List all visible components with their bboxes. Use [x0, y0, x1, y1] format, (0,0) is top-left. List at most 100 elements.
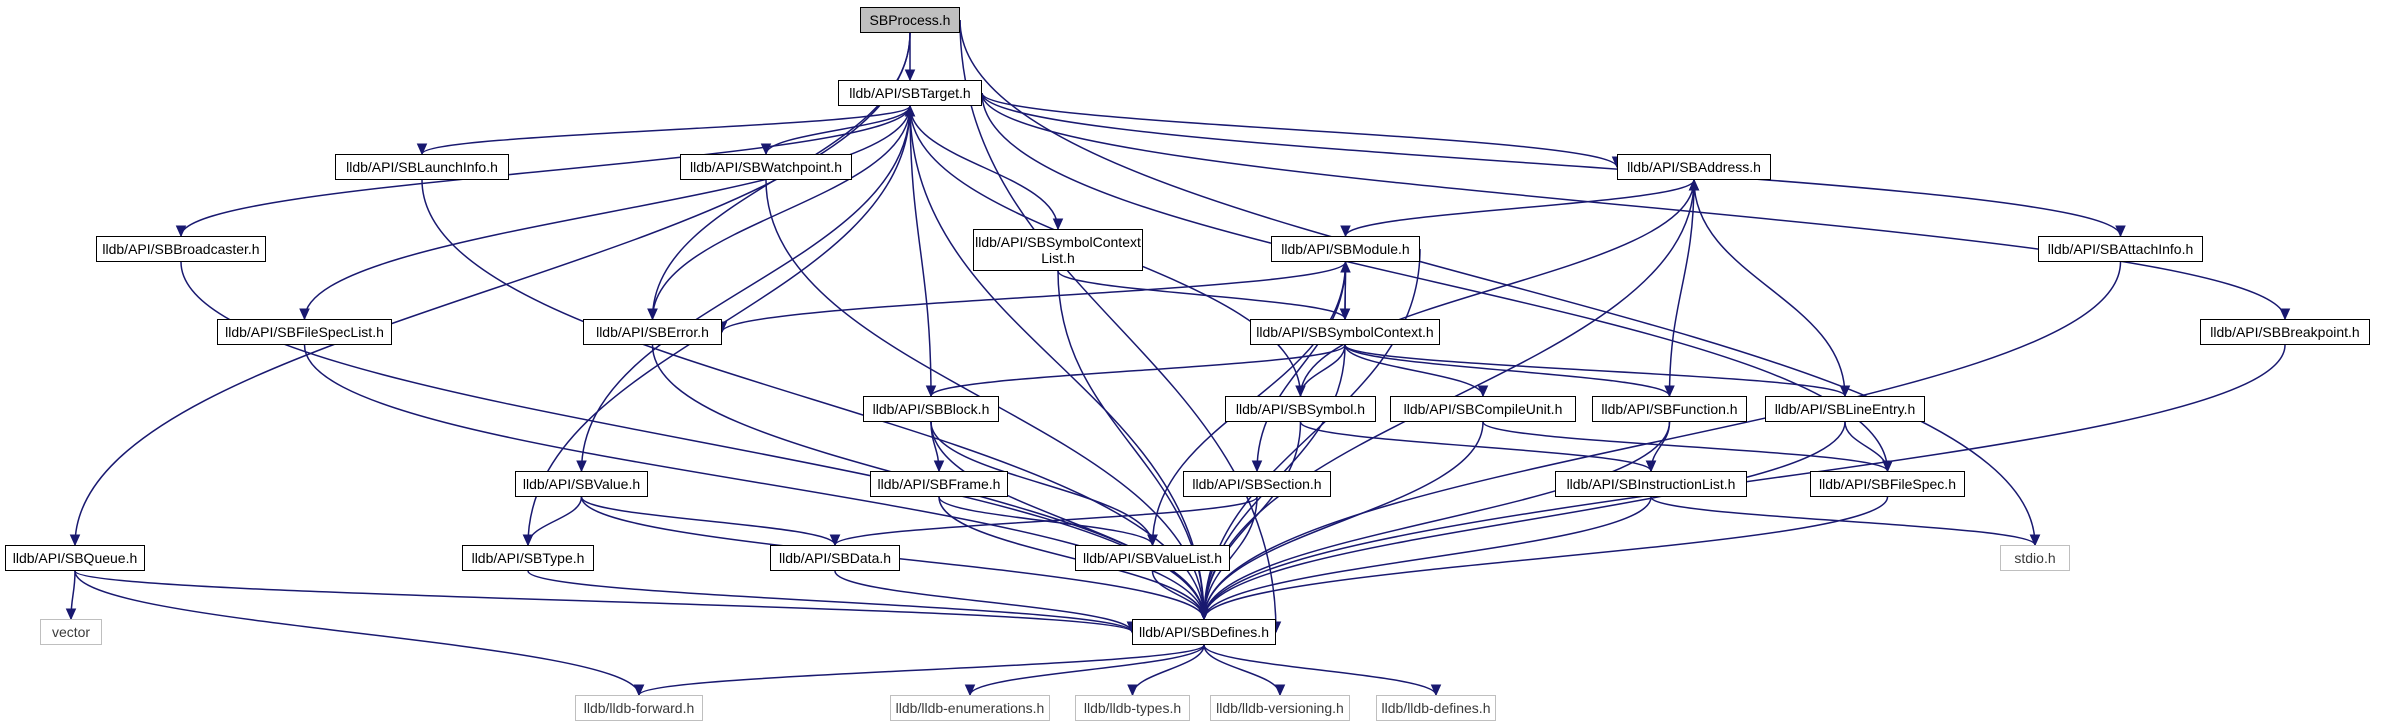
- node-sbdata-h[interactable]: lldb/API/SBData.h: [770, 545, 900, 571]
- node-sbqueue-h[interactable]: lldb/API/SBQueue.h: [5, 545, 145, 571]
- edge-sbtype-to-sbdefines: [527, 570, 1133, 633]
- edge-sbsymbolcontext-to-sbcompileunit: [1344, 344, 1484, 397]
- edge-sbvalue-to-sbtype: [527, 496, 583, 546]
- node-sbsymbol-h[interactable]: lldb/API/SBSymbol.h: [1225, 396, 1376, 422]
- edge-sbdefines-to-lldbforward: [638, 644, 1205, 696]
- node-sbsymbolcontextlist-h[interactable]: lldb/API/SBSymbolContext List.h: [973, 229, 1143, 271]
- node-sberror-h[interactable]: lldb/API/SBError.h: [583, 319, 722, 345]
- edge-arrowhead: [175, 225, 187, 238]
- edge-arrowhead: [1251, 460, 1263, 473]
- node-sbsection-h[interactable]: lldb/API/SBSection.h: [1183, 471, 1331, 497]
- edge-arrowhead: [416, 143, 428, 156]
- edge-arrowhead: [1645, 460, 1657, 473]
- edge-sbdata-to-sbdefines: [834, 570, 1133, 633]
- edge-sbsymbolcontext-to-sbfunction: [1344, 344, 1671, 397]
- edge-sbblock-to-sbtarget: [909, 105, 932, 397]
- edge-sbsymbolcontextlist-to-sbsymbolcontext: [1057, 270, 1346, 320]
- edge-sblineentry-to-sbdefines: [1203, 421, 1846, 620]
- edge-arrowhead: [1339, 308, 1351, 321]
- edge-sbtarget-to-sblaunchinfo: [421, 105, 911, 155]
- edge-sbcompileunit-to-sbdefines: [1203, 421, 1484, 620]
- node-sblineentry-h[interactable]: lldb/API/SBLineEntry.h: [1765, 396, 1925, 422]
- edge-sbtarget-to-sbattachinfo: [981, 92, 2122, 237]
- edge-sbattachinfo-to-sbdefines: [1203, 261, 2122, 620]
- node-sbblock-h[interactable]: lldb/API/SBBlock.h: [863, 396, 999, 422]
- edge-arrowhead: [633, 684, 645, 697]
- edge-sbdefines-to-lldbenumerations: [969, 644, 1205, 696]
- node-sbcompileunit-h[interactable]: lldb/API/SBCompileUnit.h: [1390, 396, 1576, 422]
- node-sbmodule-h[interactable]: lldb/API/SBModule.h: [1271, 236, 1420, 262]
- edge-arrowhead: [904, 104, 916, 117]
- edge-arrowhead: [1430, 684, 1442, 697]
- node-sbfilespec-h[interactable]: lldb/API/SBFileSpec.h: [1810, 471, 1965, 497]
- node-sbbreakpoint-h[interactable]: lldb/API/SBBreakpoint.h: [2200, 319, 2370, 345]
- edge-sblineentry-to-sbaddress: [1693, 179, 1846, 397]
- edge-arrowhead: [904, 69, 916, 82]
- edge-sbinstructionlist-to-stdio: [1650, 496, 2036, 546]
- node-lldb-types-h: lldb/lldb-types.h: [1075, 695, 1190, 721]
- dependency-edges: [65, 19, 2291, 697]
- node-sbfunction-h[interactable]: lldb/API/SBFunction.h: [1592, 396, 1747, 422]
- edge-arrowhead: [1340, 260, 1351, 273]
- node-sbvaluelist-h[interactable]: lldb/API/SBValueList.h: [1075, 545, 1230, 571]
- node-sblaunchinfo-h[interactable]: lldb/API/SBLaunchInfo.h: [335, 154, 509, 180]
- edge-sbsymbolcontext-to-sbblock: [930, 344, 1346, 397]
- edge-arrowhead: [829, 534, 841, 547]
- edge-arrowhead: [1477, 385, 1489, 398]
- edge-sbblock-to-sbvaluelist: [930, 421, 1154, 546]
- edge-sbmodule-to-sberror: [721, 261, 1347, 333]
- edge-arrowhead: [933, 460, 945, 473]
- edge-arrowhead: [1052, 218, 1064, 231]
- edge-arrowhead: [1198, 608, 1210, 621]
- edge-arrowhead: [964, 684, 976, 697]
- node-sbtarget-h[interactable]: lldb/API/SBTarget.h: [838, 80, 982, 106]
- node-sbwatchpoint-h[interactable]: lldb/API/SBWatchpoint.h: [680, 154, 852, 180]
- node-sbaddress-h[interactable]: lldb/API/SBAddress.h: [1617, 154, 1771, 180]
- node-sbattachinfo-h[interactable]: lldb/API/SBAttachInfo.h: [2038, 236, 2203, 262]
- node-sbdefines-h[interactable]: lldb/API/SBDefines.h: [1132, 619, 1276, 645]
- edge-sbcompileunit-to-sbfilespec: [1482, 421, 1889, 472]
- node-sbfilespeclist-h[interactable]: lldb/API/SBFileSpecList.h: [217, 319, 392, 345]
- edge-arrowhead: [65, 608, 77, 621]
- node-lldb-defines-h: lldb/lldb-defines.h: [1376, 695, 1496, 721]
- edge-sbtarget-to-sbaddress: [981, 92, 1618, 168]
- edge-sblaunchinfo-to-sbdefines: [421, 179, 1205, 620]
- edge-arrowhead: [1127, 684, 1138, 697]
- node-sbinstructionlist-h[interactable]: lldb/API/SBInstructionList.h: [1555, 471, 1747, 497]
- node-lldb-forward-h: lldb/lldb-forward.h: [575, 695, 703, 721]
- edge-sbfilespeclist-to-sbdefines: [303, 344, 1205, 620]
- edge-sbprocess-to-sbdefines: [959, 19, 1277, 633]
- edge-sbfilespec-to-sbdefines: [1203, 496, 1889, 620]
- node-sbtype-h[interactable]: lldb/API/SBType.h: [462, 545, 594, 571]
- edge-sbdefines-to-lldbdefines: [1203, 644, 1437, 696]
- edge-arrowhead: [2029, 534, 2041, 547]
- edge-arrowhead: [299, 308, 310, 321]
- edge-sbtarget-to-sbfilespeclist: [303, 105, 911, 320]
- edge-sbbroadcaster-to-sbdefines: [180, 261, 1205, 620]
- edge-arrowhead: [1274, 684, 1286, 697]
- edge-arrowhead: [69, 534, 81, 547]
- node-stdio-h: stdio.h: [2000, 545, 2070, 571]
- edge-sbtarget-to-sbbroadcaster: [180, 105, 911, 237]
- edge-sbprocess-to-stdio: [959, 19, 2036, 546]
- edge-sbsection-to-sbdata: [834, 496, 1258, 546]
- node-sbprocess-h[interactable]: SBProcess.h: [860, 7, 960, 33]
- edge-arrowhead: [522, 534, 534, 547]
- edge-sbfunction-to-sbdefines: [1203, 421, 1671, 620]
- node-lldb-enumerations-h: lldb/lldb-enumerations.h: [890, 695, 1050, 721]
- edge-sbinstructionlist-to-sbdefines: [1203, 496, 1652, 620]
- edge-sbqueue-to-sbdefines: [74, 570, 1133, 633]
- edge-arrowhead: [647, 308, 658, 321]
- edge-sbsymbolcontext-to-sblineentry: [1344, 344, 1846, 397]
- edge-sbprocess-to-sbqueue: [74, 32, 911, 546]
- node-sbvalue-h[interactable]: lldb/API/SBValue.h: [515, 471, 648, 497]
- edge-sbtarget-to-sbvalue: [580, 105, 911, 472]
- node-sbbroadcaster-h[interactable]: lldb/API/SBBroadcaster.h: [96, 236, 266, 262]
- node-sbframe-h[interactable]: lldb/API/SBFrame.h: [870, 471, 1008, 497]
- node-lldb-versioning-h: lldb/lldb-versioning.h: [1210, 695, 1350, 721]
- edge-sbtarget-to-sbbreakpoint: [981, 92, 2286, 320]
- node-sbsymbolcontext-h[interactable]: lldb/API/SBSymbolContext.h: [1250, 319, 1440, 345]
- node-vector: vector: [40, 619, 102, 645]
- edge-sbqueue-to-lldbforward: [74, 570, 640, 696]
